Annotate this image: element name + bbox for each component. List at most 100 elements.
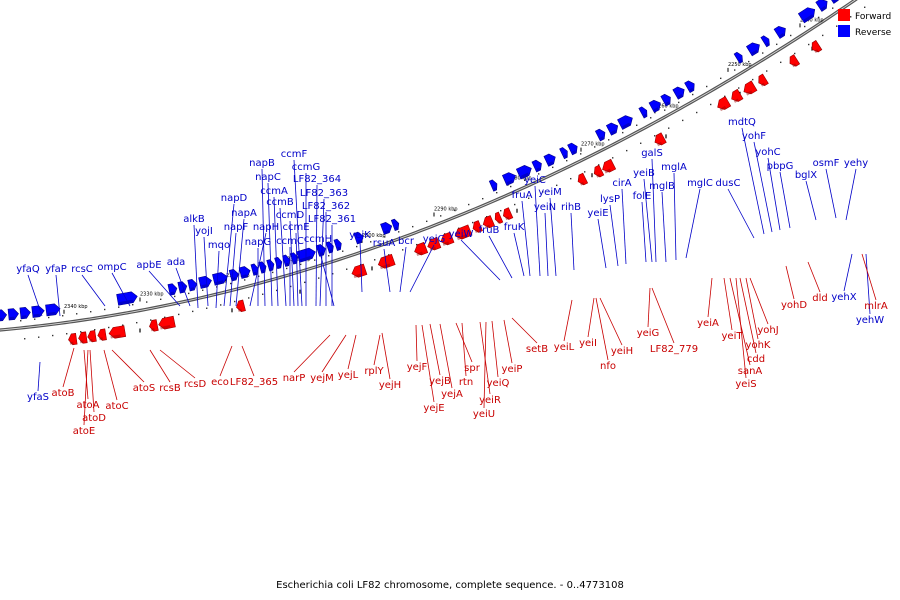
forward-gene-arrow[interactable]	[108, 325, 127, 340]
reverse-gene-label[interactable]: ccmF	[281, 149, 308, 160]
reverse-gene-arrow[interactable]	[19, 307, 31, 320]
forward-gene-label[interactable]: atoS	[133, 383, 156, 394]
forward-gene-label[interactable]: rtn	[459, 377, 473, 388]
forward-gene-label[interactable]: yejE	[423, 403, 444, 414]
reverse-gene-label[interactable]: ccmH	[304, 234, 332, 245]
forward-gene-label[interactable]: narP	[283, 373, 306, 384]
forward-gene-label[interactable]: setB	[526, 344, 548, 355]
reverse-gene-label[interactable]: yfaS	[27, 392, 49, 403]
forward-gene-arrow[interactable]	[592, 164, 605, 178]
reverse-gene-label[interactable]: ccmA	[260, 186, 288, 197]
forward-gene-arrow[interactable]	[413, 241, 429, 257]
reverse-gene-label[interactable]: yehW	[856, 315, 884, 326]
reverse-gene-label[interactable]: ccmG	[292, 162, 321, 173]
forward-gene-label[interactable]: yejB	[429, 376, 451, 387]
forward-gene-label[interactable]: yohD	[781, 300, 807, 311]
forward-gene-arrow[interactable]	[471, 220, 483, 234]
reverse-gene-arrow[interactable]	[325, 241, 335, 254]
forward-gene-arrow[interactable]	[481, 215, 495, 230]
reverse-gene-label[interactable]: napG	[245, 237, 272, 248]
reverse-gene-label[interactable]: ada	[167, 257, 186, 268]
reverse-gene-arrow[interactable]	[797, 5, 817, 24]
reverse-gene-label[interactable]: yejG	[423, 234, 446, 245]
reverse-gene-arrow[interactable]	[7, 308, 19, 321]
reverse-gene-arrow[interactable]	[594, 128, 607, 142]
forward-gene-label[interactable]: yejF	[407, 362, 428, 373]
forward-gene-label[interactable]: yejL	[338, 370, 359, 381]
forward-gene-label[interactable]: atoB	[51, 388, 74, 399]
forward-gene-arrow[interactable]	[235, 299, 246, 313]
reverse-gene-label[interactable]: osmF	[813, 158, 840, 169]
reverse-gene-label[interactable]: rsuA	[373, 238, 396, 249]
reverse-gene-arrow[interactable]	[228, 268, 239, 282]
forward-gene-label[interactable]: yeiQ	[487, 378, 510, 389]
forward-gene-label[interactable]: yejM	[310, 373, 333, 384]
reverse-gene-label[interactable]: LF82_362	[302, 201, 350, 212]
reverse-gene-label[interactable]: bglX	[795, 170, 817, 181]
reverse-gene-arrow[interactable]	[815, 0, 830, 12]
reverse-gene-label[interactable]: fruB	[479, 225, 500, 236]
reverse-gene-label[interactable]: napH	[253, 222, 279, 233]
forward-gene-arrow[interactable]	[439, 231, 455, 247]
reverse-gene-arrow[interactable]	[45, 303, 61, 317]
reverse-gene-arrow[interactable]	[684, 79, 697, 93]
forward-gene-label[interactable]: nfo	[600, 361, 616, 372]
reverse-gene-label[interactable]: yehX	[831, 292, 856, 303]
forward-gene-label[interactable]: yeiA	[697, 318, 719, 329]
reverse-gene-arrow[interactable]	[617, 113, 635, 130]
forward-gene-arrow[interactable]	[148, 319, 159, 332]
forward-gene-arrow[interactable]	[376, 253, 396, 270]
forward-gene-arrow[interactable]	[729, 88, 744, 104]
reverse-gene-label[interactable]: galS	[641, 148, 663, 159]
forward-gene-arrow[interactable]	[741, 80, 758, 97]
forward-gene-label[interactable]: yeiH	[611, 346, 633, 357]
reverse-gene-label[interactable]: yehy	[844, 158, 868, 169]
forward-gene-label[interactable]: yeiS	[735, 379, 756, 390]
reverse-gene-label[interactable]: yeiC	[524, 175, 546, 186]
forward-gene-label[interactable]: rcsD	[184, 379, 207, 390]
reverse-gene-arrow[interactable]	[488, 179, 499, 192]
reverse-gene-label[interactable]: ccmB	[266, 197, 294, 208]
reverse-gene-label[interactable]: napC	[255, 172, 281, 183]
forward-gene-arrow[interactable]	[756, 73, 769, 88]
reverse-gene-label[interactable]: ompC	[97, 262, 126, 273]
reverse-gene-label[interactable]: yfaQ	[16, 264, 40, 275]
forward-gene-label[interactable]: yejA	[441, 389, 463, 400]
forward-gene-label[interactable]: rcsB	[159, 383, 181, 394]
reverse-gene-label[interactable]: napB	[249, 158, 275, 169]
reverse-gene-arrow[interactable]	[660, 93, 673, 107]
forward-gene-label[interactable]: rplY	[364, 366, 384, 377]
reverse-gene-label[interactable]: yeiN	[534, 202, 556, 213]
reverse-gene-label[interactable]: cirA	[612, 178, 631, 189]
reverse-gene-label[interactable]: mglB	[649, 181, 675, 192]
reverse-gene-label[interactable]: mdtQ	[728, 117, 756, 128]
reverse-gene-arrow[interactable]	[559, 146, 570, 160]
forward-gene-label[interactable]: yeiG	[637, 328, 660, 339]
reverse-gene-label[interactable]: yeiB	[633, 168, 655, 179]
forward-gene-arrow[interactable]	[68, 332, 78, 346]
forward-gene-label[interactable]: yeiL	[554, 342, 575, 353]
forward-gene-arrow[interactable]	[787, 54, 801, 69]
reverse-gene-label[interactable]: yojI	[195, 226, 213, 237]
forward-gene-label[interactable]: eco	[211, 377, 229, 388]
reverse-gene-label[interactable]: apbE	[136, 260, 161, 271]
forward-gene-arrow[interactable]	[600, 158, 617, 174]
reverse-gene-arrow[interactable]	[733, 51, 745, 64]
reverse-gene-label[interactable]: LF82_363	[300, 188, 348, 199]
reverse-gene-label[interactable]: yeiW	[449, 229, 474, 240]
forward-gene-arrow[interactable]	[453, 224, 473, 241]
reverse-gene-label[interactable]: LF82_364	[293, 174, 341, 185]
reverse-gene-label[interactable]: mglC	[687, 178, 713, 189]
reverse-gene-label[interactable]: pbpG	[767, 161, 794, 172]
forward-gene-label[interactable]: atoA	[76, 400, 99, 411]
reverse-gene-label[interactable]: yfaP	[45, 264, 67, 275]
reverse-gene-arrow[interactable]	[501, 170, 517, 186]
forward-gene-label[interactable]: yeiR	[479, 395, 501, 406]
forward-gene-arrow[interactable]	[78, 331, 88, 344]
reverse-gene-label[interactable]: rcsC	[71, 264, 93, 275]
reverse-gene-arrow[interactable]	[605, 121, 620, 136]
forward-gene-arrow[interactable]	[501, 207, 514, 221]
reverse-gene-arrow[interactable]	[238, 265, 251, 279]
reverse-gene-arrow[interactable]	[258, 261, 268, 274]
forward-gene-label[interactable]: cdd	[747, 354, 765, 365]
